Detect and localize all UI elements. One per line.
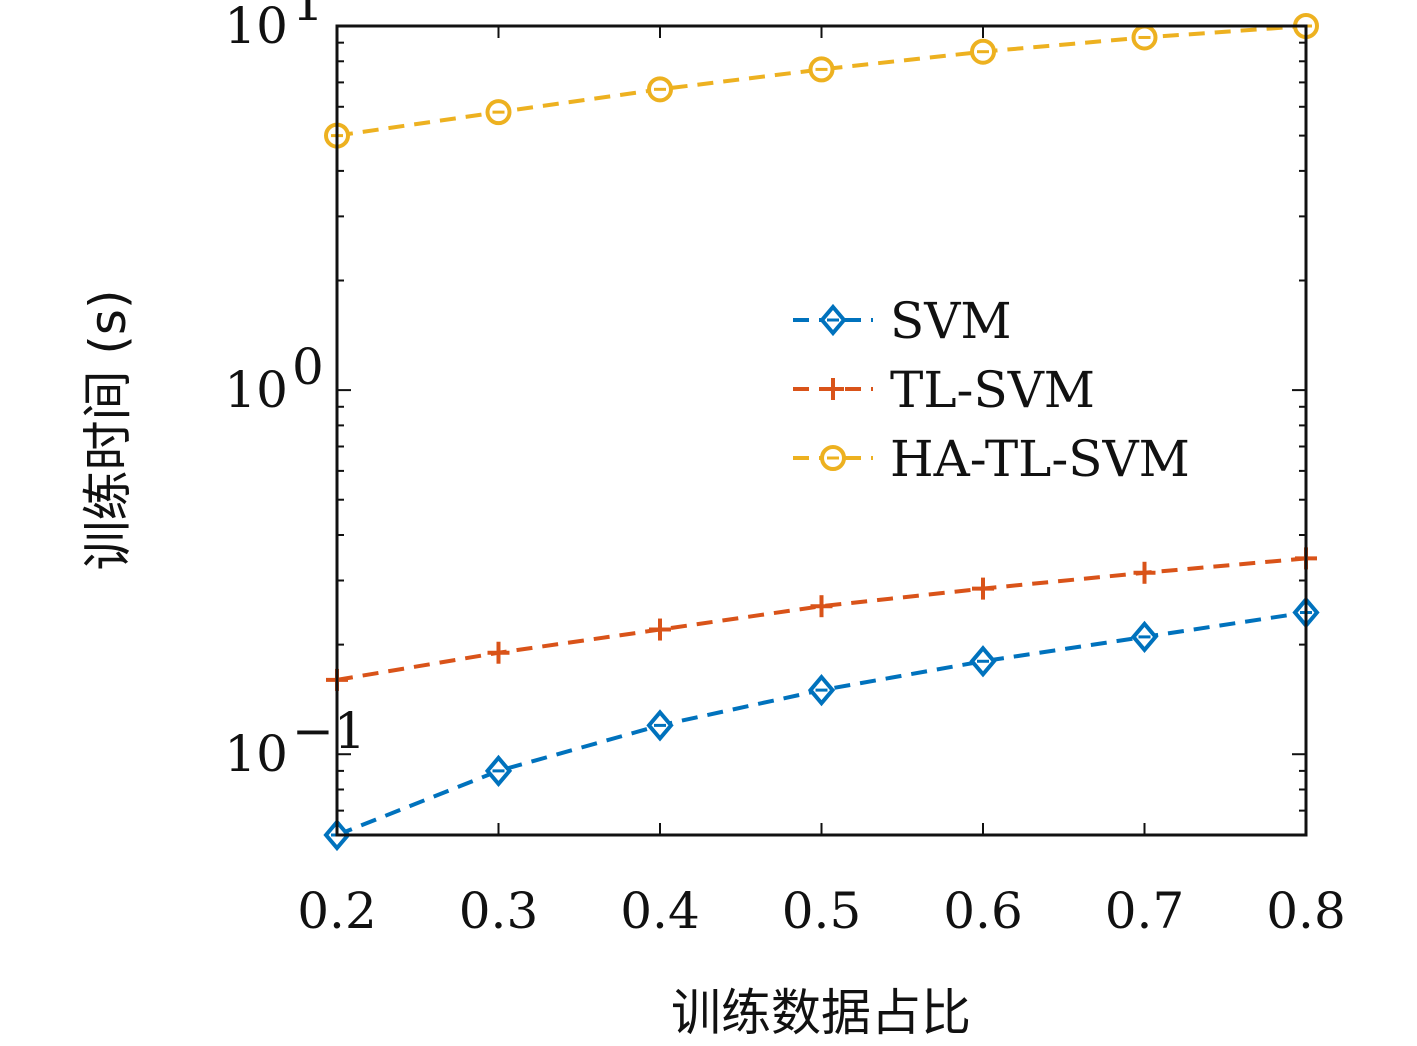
plot-frame — [335, 24, 1308, 837]
legend-item-ha-tl-svm: HA-TL-SVM — [793, 430, 1190, 488]
x-tick-label: 0.7 — [1105, 882, 1185, 940]
x-tick-label: 0.6 — [943, 882, 1023, 940]
legend-marker — [822, 378, 844, 400]
legend-item-tl-svm: TL-SVM — [793, 361, 1095, 419]
data-point-tl-svm — [487, 641, 510, 664]
data-point-tl-svm — [1133, 561, 1156, 584]
y-tick-exponent: 0 — [292, 338, 324, 396]
x-axis-title: 训练数据占比 — [671, 984, 971, 1042]
legend-label: HA-TL-SVM — [890, 430, 1190, 488]
series-svm — [323, 596, 1320, 852]
x-tick-label: 0.5 — [782, 882, 862, 940]
x-tick-label: 0.3 — [459, 882, 539, 940]
legend-item-svm: SVM — [793, 292, 1012, 350]
x-tick-label: 0.8 — [1266, 882, 1346, 940]
data-point-tl-svm — [649, 618, 671, 641]
x-tick-label: 0.2 — [297, 882, 377, 940]
y-tick-label: 10 — [224, 361, 288, 419]
y-axis-title: 训练时间 (s) — [79, 290, 137, 571]
data-point-tl-svm — [810, 595, 833, 618]
legend: SVM TL-SVM HA-TL-SVM — [793, 292, 1190, 488]
x-tick-label: 0.4 — [620, 882, 700, 940]
y-tick-exponent: 1 — [292, 0, 324, 32]
legend-label: TL-SVM — [890, 361, 1095, 419]
series-line-tl-svm — [336, 556, 1307, 682]
series-line-svm — [336, 610, 1307, 837]
y-tick-label: 10 — [224, 725, 288, 783]
data-point-tl-svm — [972, 577, 994, 600]
legend-label: SVM — [890, 292, 1012, 350]
y-tick-exponent: −1 — [292, 702, 366, 760]
x-ticks: 0.2 0.3 0.4 0.5 0.6 0.7 0.8 — [297, 26, 1346, 940]
series-tl-svm — [326, 547, 1317, 691]
y-tick-label: 10 — [224, 0, 288, 55]
